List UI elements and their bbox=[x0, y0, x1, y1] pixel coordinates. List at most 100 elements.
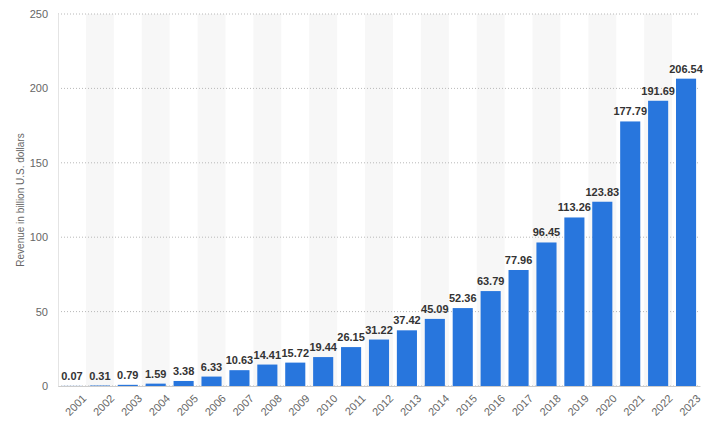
y-tick-label: 100 bbox=[30, 231, 48, 243]
stripe bbox=[533, 14, 561, 386]
x-tick-label: 2005 bbox=[174, 392, 200, 418]
x-tick: 2006 bbox=[202, 386, 228, 418]
x-tick: 2002 bbox=[91, 386, 117, 418]
x-tick-label: 2022 bbox=[649, 392, 675, 418]
x-tick-label: 2019 bbox=[565, 392, 591, 418]
y-tick-label: 0 bbox=[42, 380, 48, 392]
x-tick-label: 2011 bbox=[342, 392, 367, 417]
bar bbox=[257, 365, 277, 386]
x-tick: 2010 bbox=[314, 386, 340, 418]
x-tick-label: 2002 bbox=[91, 392, 117, 418]
x-tick: 2016 bbox=[481, 386, 507, 418]
bar bbox=[285, 363, 305, 386]
x-tick-label: 2021 bbox=[621, 392, 647, 418]
x-tick: 2007 bbox=[230, 386, 256, 418]
y-tick: 0 bbox=[42, 380, 58, 392]
x-tick: 2014 bbox=[426, 386, 452, 418]
data-label: 45.09 bbox=[421, 303, 449, 315]
stripe bbox=[86, 14, 114, 386]
data-label: 10.63 bbox=[226, 354, 254, 366]
stripe bbox=[365, 14, 393, 386]
bar bbox=[397, 330, 417, 386]
y-tick: 50 bbox=[36, 306, 58, 318]
bar bbox=[174, 381, 194, 386]
data-label: 19.44 bbox=[309, 341, 337, 353]
bar bbox=[481, 291, 501, 386]
data-label: 14.41 bbox=[254, 349, 282, 361]
x-tick: 2008 bbox=[258, 386, 284, 418]
bar bbox=[425, 319, 445, 386]
x-tick: 2018 bbox=[537, 386, 563, 418]
data-label: 113.26 bbox=[558, 201, 591, 213]
bar bbox=[118, 385, 138, 386]
y-tick: 100 bbox=[30, 231, 58, 243]
stripe bbox=[421, 14, 449, 386]
data-label: 1.59 bbox=[145, 368, 166, 380]
stripe bbox=[644, 14, 672, 386]
data-label: 26.15 bbox=[337, 331, 365, 343]
x-tick-label: 2020 bbox=[593, 392, 619, 418]
x-tick: 2017 bbox=[509, 386, 535, 418]
bar bbox=[369, 340, 389, 386]
bar bbox=[620, 121, 640, 386]
y-tick-label: 50 bbox=[36, 306, 48, 318]
y-tick: 150 bbox=[30, 157, 58, 169]
x-tick: 2019 bbox=[565, 386, 591, 418]
stripe bbox=[253, 14, 281, 386]
bar bbox=[592, 202, 612, 386]
data-label: 63.79 bbox=[477, 275, 505, 287]
data-label: 15.72 bbox=[281, 347, 309, 359]
grid-line bbox=[58, 162, 700, 163]
x-tick: 2004 bbox=[146, 386, 172, 418]
y-axis-title: Revenue in billion U.S. dollars bbox=[15, 133, 26, 266]
data-label: 6.33 bbox=[201, 361, 222, 373]
data-label: 37.42 bbox=[393, 314, 421, 326]
x-tick: 2021 bbox=[621, 386, 647, 418]
bar bbox=[313, 357, 333, 386]
bar bbox=[536, 242, 556, 386]
x-tick-label: 2017 bbox=[509, 392, 535, 418]
x-tick-label: 2004 bbox=[146, 392, 172, 418]
data-label: 0.31 bbox=[89, 370, 110, 382]
x-tick: 2020 bbox=[593, 386, 619, 418]
data-label: 191.69 bbox=[641, 85, 675, 97]
y-axis-line bbox=[58, 15, 59, 387]
x-tick-label: 2014 bbox=[426, 392, 452, 418]
bar bbox=[564, 217, 584, 386]
grid-line bbox=[58, 14, 700, 15]
x-tick-label: 2009 bbox=[286, 392, 312, 418]
grid bbox=[58, 14, 700, 386]
x-tick-label: 2007 bbox=[230, 392, 256, 418]
y-tick-label: 150 bbox=[30, 157, 48, 169]
bar bbox=[201, 377, 221, 386]
data-label: 31.22 bbox=[365, 324, 393, 336]
data-label: 177.79 bbox=[613, 105, 647, 117]
data-label: 77.96 bbox=[505, 254, 533, 266]
x-tick-label: 2003 bbox=[119, 392, 145, 418]
x-tick-label: 2013 bbox=[398, 392, 424, 418]
data-labels: 0.070.310.791.593.386.3310.6314.4115.721… bbox=[61, 63, 703, 382]
x-tick: 2003 bbox=[119, 386, 145, 418]
x-tick: 2023 bbox=[677, 386, 703, 418]
y-tick: 200 bbox=[30, 82, 58, 94]
x-axis: 2001200220032004200520062007200820092010… bbox=[59, 386, 703, 418]
data-label: 96.45 bbox=[533, 226, 561, 238]
y-axis: 0 50 100 150 200 250 bbox=[30, 8, 59, 392]
bar bbox=[146, 384, 166, 386]
bar bbox=[509, 270, 529, 386]
x-tick: 2022 bbox=[649, 386, 675, 418]
data-label: 0.79 bbox=[117, 369, 138, 381]
x-tick-label: 2016 bbox=[481, 392, 507, 418]
y-tick: 250 bbox=[30, 8, 58, 20]
y-tick-label: 200 bbox=[30, 82, 48, 94]
x-tick: 2015 bbox=[454, 386, 480, 418]
y-tick-label: 250 bbox=[30, 8, 48, 20]
x-tick-label: 2010 bbox=[314, 392, 340, 418]
bar bbox=[648, 101, 668, 386]
data-label: 3.38 bbox=[173, 365, 194, 377]
bar bbox=[341, 347, 361, 386]
x-tick: 2001 bbox=[63, 386, 89, 418]
stripe bbox=[477, 14, 505, 386]
data-label: 52.36 bbox=[449, 292, 477, 304]
bar bbox=[62, 385, 82, 386]
